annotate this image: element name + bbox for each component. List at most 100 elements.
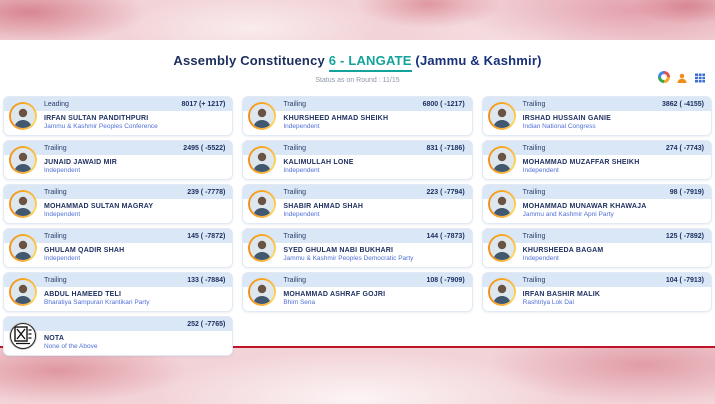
candidate-card: Trailing 274 ( -7743) MOHAMMAD MUZAFFAR …	[481, 140, 712, 180]
party-name: Independent	[44, 255, 81, 263]
vote-count: 6800 ( -1217)	[422, 100, 465, 108]
status-label: Trailing	[522, 144, 546, 152]
candidate-card: Trailing 831 ( -7186) KALIMULLAH LONE In…	[242, 140, 473, 180]
candidate-photo	[248, 234, 277, 262]
candidate-card: Trailing 3862 ( -4155) IRSHAD HUSSAIN GA…	[481, 96, 712, 136]
party-name: Independent	[283, 123, 320, 131]
studio-background-bottom	[0, 346, 715, 404]
title-prefix: Assembly Constituency	[173, 53, 325, 68]
candidate-name: ABDUL HAMEED TELI	[44, 291, 122, 298]
status-label: Trailing	[283, 188, 307, 196]
candidate-card: Trailing 125 ( -7892) KHURSHEEDA BAGAM I…	[481, 228, 712, 268]
party-name: Independent	[44, 211, 81, 219]
candidate-card: Trailing 108 ( -7909) MOHAMMAD ASHRAF GO…	[242, 272, 473, 312]
vote-count: 3862 ( -4155)	[661, 100, 704, 108]
studio-background-top	[0, 0, 715, 40]
party-name: Independent	[44, 167, 81, 175]
party-name: Jammu & Kashmir Peoples Democratic Party	[283, 255, 414, 263]
candidate-name: MOHAMMAD SULTAN MAGRAY	[44, 203, 154, 210]
nota-card: 252 ( -7765) NOTA None of the Above	[3, 316, 234, 356]
candidate-name: MOHAMMAD ASHRAF GOJRI	[283, 291, 386, 298]
candidate-name: JUNAID JAWAID MIR	[44, 159, 118, 166]
status-label: Trailing	[283, 100, 307, 108]
vote-count: 133 ( -7884)	[187, 276, 226, 284]
party-name: Independent	[283, 211, 320, 219]
status-label: Trailing	[44, 188, 67, 196]
vote-count: 145 ( -7872)	[187, 232, 226, 240]
candidate-card: Leading 8017 (+ 1217) IRFAN SULTAN PANDI…	[3, 96, 234, 136]
page-title: Assembly Constituency 6 - LANGATE (Jammu…	[0, 53, 715, 72]
party-name: None of the Above	[44, 343, 98, 351]
candidate-name: NOTA	[44, 335, 65, 342]
status-label: Trailing	[44, 232, 67, 240]
candidate-name: GHULAM QADIR SHAH	[44, 247, 125, 254]
candidate-photo	[9, 278, 37, 306]
vote-count: 239 ( -7778)	[187, 188, 226, 196]
candidate-photo	[487, 234, 516, 262]
party-name: Rashtriya Lok Dal	[522, 299, 574, 307]
vote-count: 144 ( -7873)	[426, 232, 465, 240]
vote-count: 98 ( -7919)	[669, 188, 704, 196]
party-name: Indian National Congress	[522, 123, 596, 131]
donut-chart-icon[interactable]	[658, 71, 670, 83]
constituency-name: 6 - LANGATE	[328, 53, 412, 72]
candidate-name: KHURSHEEDA BAGAM	[522, 247, 604, 254]
candidate-card: Trailing 239 ( -7778) MOHAMMAD SULTAN MA…	[3, 184, 234, 224]
party-name: Independent	[522, 167, 559, 175]
nota-icon	[9, 322, 37, 350]
status-label: Trailing	[283, 276, 307, 284]
candidate-card: Trailing 144 ( -7873) SYED GHULAM NABI B…	[242, 228, 473, 268]
status-label: Trailing	[283, 232, 307, 240]
party-name: Bharatiya Sampuran Krantikari Party	[44, 299, 150, 307]
candidate-name: KALIMULLAH LONE	[283, 159, 354, 166]
vote-count: 2495 ( -5522)	[183, 144, 226, 152]
candidate-person-icon[interactable]	[676, 71, 688, 83]
party-name: Bhim Sena	[283, 299, 316, 307]
status-label: Trailing	[522, 100, 546, 108]
party-name: Jammu and Kashmir Apni Party	[522, 211, 614, 219]
candidate-name: SHABIR AHMAD SHAH	[283, 203, 364, 210]
candidate-name: MOHAMMAD MUNAWAR KHAWAJA	[522, 203, 647, 210]
candidate-photo	[248, 146, 277, 174]
status-label: Trailing	[522, 276, 546, 284]
candidate-photo	[248, 190, 277, 218]
table-grid-icon[interactable]	[694, 71, 706, 83]
vote-count: 125 ( -7892)	[665, 232, 704, 240]
state-name: (Jammu & Kashmir)	[415, 53, 542, 68]
vote-count: 831 ( -7186)	[426, 144, 465, 152]
candidate-name: SYED GHULAM NABI BUKHARI	[283, 247, 394, 254]
candidate-photo	[9, 234, 37, 262]
candidate-photo	[9, 102, 37, 130]
party-name: Jammu & Kashmir Peoples Conference	[44, 123, 158, 131]
candidate-card: Trailing 133 ( -7884) ABDUL HAMEED TELI …	[3, 272, 234, 312]
status-label: Trailing	[522, 188, 546, 196]
candidate-card: Trailing 223 ( -7794) SHABIR AHMAD SHAH …	[242, 184, 473, 224]
status-label: Trailing	[522, 232, 546, 240]
candidate-photo	[9, 146, 37, 174]
vote-count: 223 ( -7794)	[426, 188, 465, 196]
candidate-card: Trailing 145 ( -7872) GHULAM QADIR SHAH …	[3, 228, 234, 268]
vote-count: 252 ( -7765)	[187, 320, 226, 328]
card-column: Leading 8017 (+ 1217) IRFAN SULTAN PANDI…	[3, 96, 234, 356]
view-toolbar	[658, 71, 706, 83]
candidate-card: Trailing 104 ( -7913) IRFAN BASHIR MALIK…	[481, 272, 712, 312]
candidate-name: KHURSHEED AHMAD SHEIKH	[283, 115, 389, 122]
card-column: Trailing 3862 ( -4155) IRSHAD HUSSAIN GA…	[481, 96, 712, 356]
vote-count: 8017 (+ 1217)	[181, 100, 226, 108]
vote-count: 274 ( -7743)	[665, 144, 704, 152]
status-label: Trailing	[44, 276, 67, 284]
results-panel: Assembly Constituency 6 - LANGATE (Jammu…	[0, 40, 715, 356]
candidate-photo	[487, 190, 516, 218]
candidate-card: Trailing 6800 ( -1217) KHURSHEED AHMAD S…	[242, 96, 473, 136]
party-name: Independent	[283, 167, 320, 175]
round-status: Status as on Round : 11/15	[315, 77, 400, 84]
vote-count: 108 ( -7909)	[426, 276, 465, 284]
candidate-name: IRFAN BASHIR MALIK	[522, 291, 601, 298]
candidate-card: Trailing 2495 ( -5522) JUNAID JAWAID MIR…	[3, 140, 234, 180]
status-label: Trailing	[283, 144, 307, 152]
candidate-grid: Leading 8017 (+ 1217) IRFAN SULTAN PANDI…	[3, 96, 712, 356]
candidate-name: MOHAMMAD MUZAFFAR SHEIKH	[522, 159, 640, 166]
candidate-photo	[487, 102, 516, 130]
candidate-card: Trailing 98 ( -7919) MOHAMMAD MUNAWAR KH…	[481, 184, 712, 224]
candidate-photo	[487, 146, 516, 174]
